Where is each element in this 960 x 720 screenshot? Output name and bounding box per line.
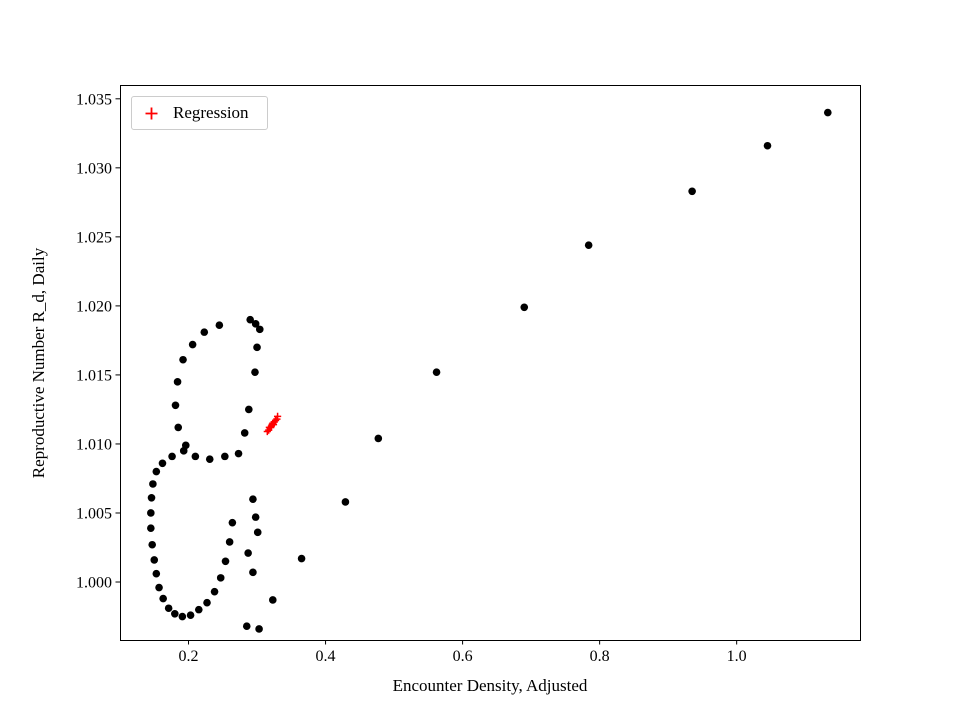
scatter-point bbox=[374, 434, 383, 443]
scatter-point bbox=[249, 568, 257, 577]
scatter-point bbox=[242, 622, 251, 630]
scatter-point bbox=[171, 401, 180, 410]
scatter-point bbox=[178, 612, 187, 621]
scatter-point bbox=[179, 355, 187, 364]
axes-box bbox=[120, 85, 861, 641]
scatter-point bbox=[188, 340, 197, 349]
scatter-point bbox=[158, 459, 167, 468]
scatter-point bbox=[186, 611, 195, 619]
x-axis-label: Encounter Density, Adjusted bbox=[392, 676, 588, 695]
x-tick-label: 0.2 bbox=[179, 648, 199, 665]
x-tick-label: 0.6 bbox=[453, 648, 473, 665]
scatter-point bbox=[171, 609, 179, 618]
scatter-point bbox=[152, 569, 161, 578]
y-tick-label: 1.030 bbox=[76, 160, 112, 177]
y-tick-label: 1.000 bbox=[76, 575, 112, 592]
scatter-point bbox=[763, 141, 772, 150]
scatter-point bbox=[148, 540, 157, 549]
scatter-point bbox=[174, 423, 183, 432]
legend-label: Regression bbox=[173, 103, 249, 122]
scatter-point bbox=[147, 524, 155, 532]
scatter-point bbox=[823, 108, 832, 117]
x-tick-label: 0.4 bbox=[316, 648, 336, 665]
scatter-point bbox=[245, 405, 253, 414]
scatter-point bbox=[221, 452, 229, 461]
y-tick-label: 1.020 bbox=[76, 298, 112, 315]
scatter-point bbox=[255, 325, 264, 334]
scatter-point bbox=[150, 556, 159, 564]
scatter-point bbox=[149, 480, 157, 488]
scatter-point bbox=[221, 557, 230, 566]
regression-point bbox=[263, 427, 271, 436]
regression-point bbox=[273, 412, 282, 420]
y-tick-label: 1.005 bbox=[76, 505, 112, 522]
scatter-point bbox=[255, 625, 263, 633]
scatter-point bbox=[341, 498, 350, 506]
y-tick-label: 1.015 bbox=[76, 367, 112, 384]
regression-plus-icon bbox=[145, 107, 158, 119]
scatter-point bbox=[164, 604, 173, 613]
scatter-point bbox=[216, 574, 225, 582]
y-tick-label: 1.025 bbox=[76, 229, 112, 246]
scatter-point bbox=[152, 467, 161, 476]
scatter-point bbox=[234, 449, 243, 458]
scatter-point bbox=[225, 538, 234, 546]
scatter-point bbox=[520, 303, 529, 312]
y-tick-label: 1.010 bbox=[76, 436, 112, 453]
scatter-point bbox=[205, 455, 214, 463]
scatter-point bbox=[179, 447, 188, 455]
scatter-point bbox=[200, 328, 209, 336]
scatter-point bbox=[191, 452, 200, 461]
regression-point bbox=[271, 416, 280, 425]
scatter-point bbox=[194, 605, 203, 614]
scatter-point bbox=[246, 315, 254, 324]
scatter-point bbox=[210, 587, 219, 596]
scatter-point bbox=[249, 495, 257, 503]
scatter-point bbox=[147, 493, 156, 502]
scatter-point bbox=[173, 378, 182, 386]
scatter-point bbox=[251, 513, 260, 521]
scatter-point bbox=[203, 598, 211, 607]
scatter-point bbox=[251, 368, 259, 376]
scatter-point bbox=[240, 429, 249, 437]
scatter-point bbox=[297, 554, 306, 563]
scatter-point bbox=[159, 594, 167, 603]
scatter-point bbox=[253, 528, 262, 537]
scatter-point bbox=[168, 452, 176, 461]
scatter-point bbox=[215, 321, 224, 330]
scatter-point bbox=[155, 583, 163, 592]
scatter-point bbox=[584, 241, 593, 249]
x-tick-label: 0.8 bbox=[590, 648, 610, 665]
scatter-point bbox=[688, 187, 696, 196]
scatter-point bbox=[147, 509, 155, 517]
y-tick-label: 1.035 bbox=[76, 91, 112, 108]
legend: Regression bbox=[131, 96, 268, 130]
scatter-point bbox=[432, 368, 441, 376]
scatter-point bbox=[253, 343, 261, 352]
scatter-point bbox=[268, 596, 277, 604]
scatter-point bbox=[244, 549, 252, 557]
scatter-point bbox=[228, 518, 237, 527]
scatter-point bbox=[251, 320, 260, 328]
y-axis-label: Reproductive Number R_d, Daily bbox=[29, 247, 48, 479]
x-tick-label: 1.0 bbox=[727, 648, 747, 665]
